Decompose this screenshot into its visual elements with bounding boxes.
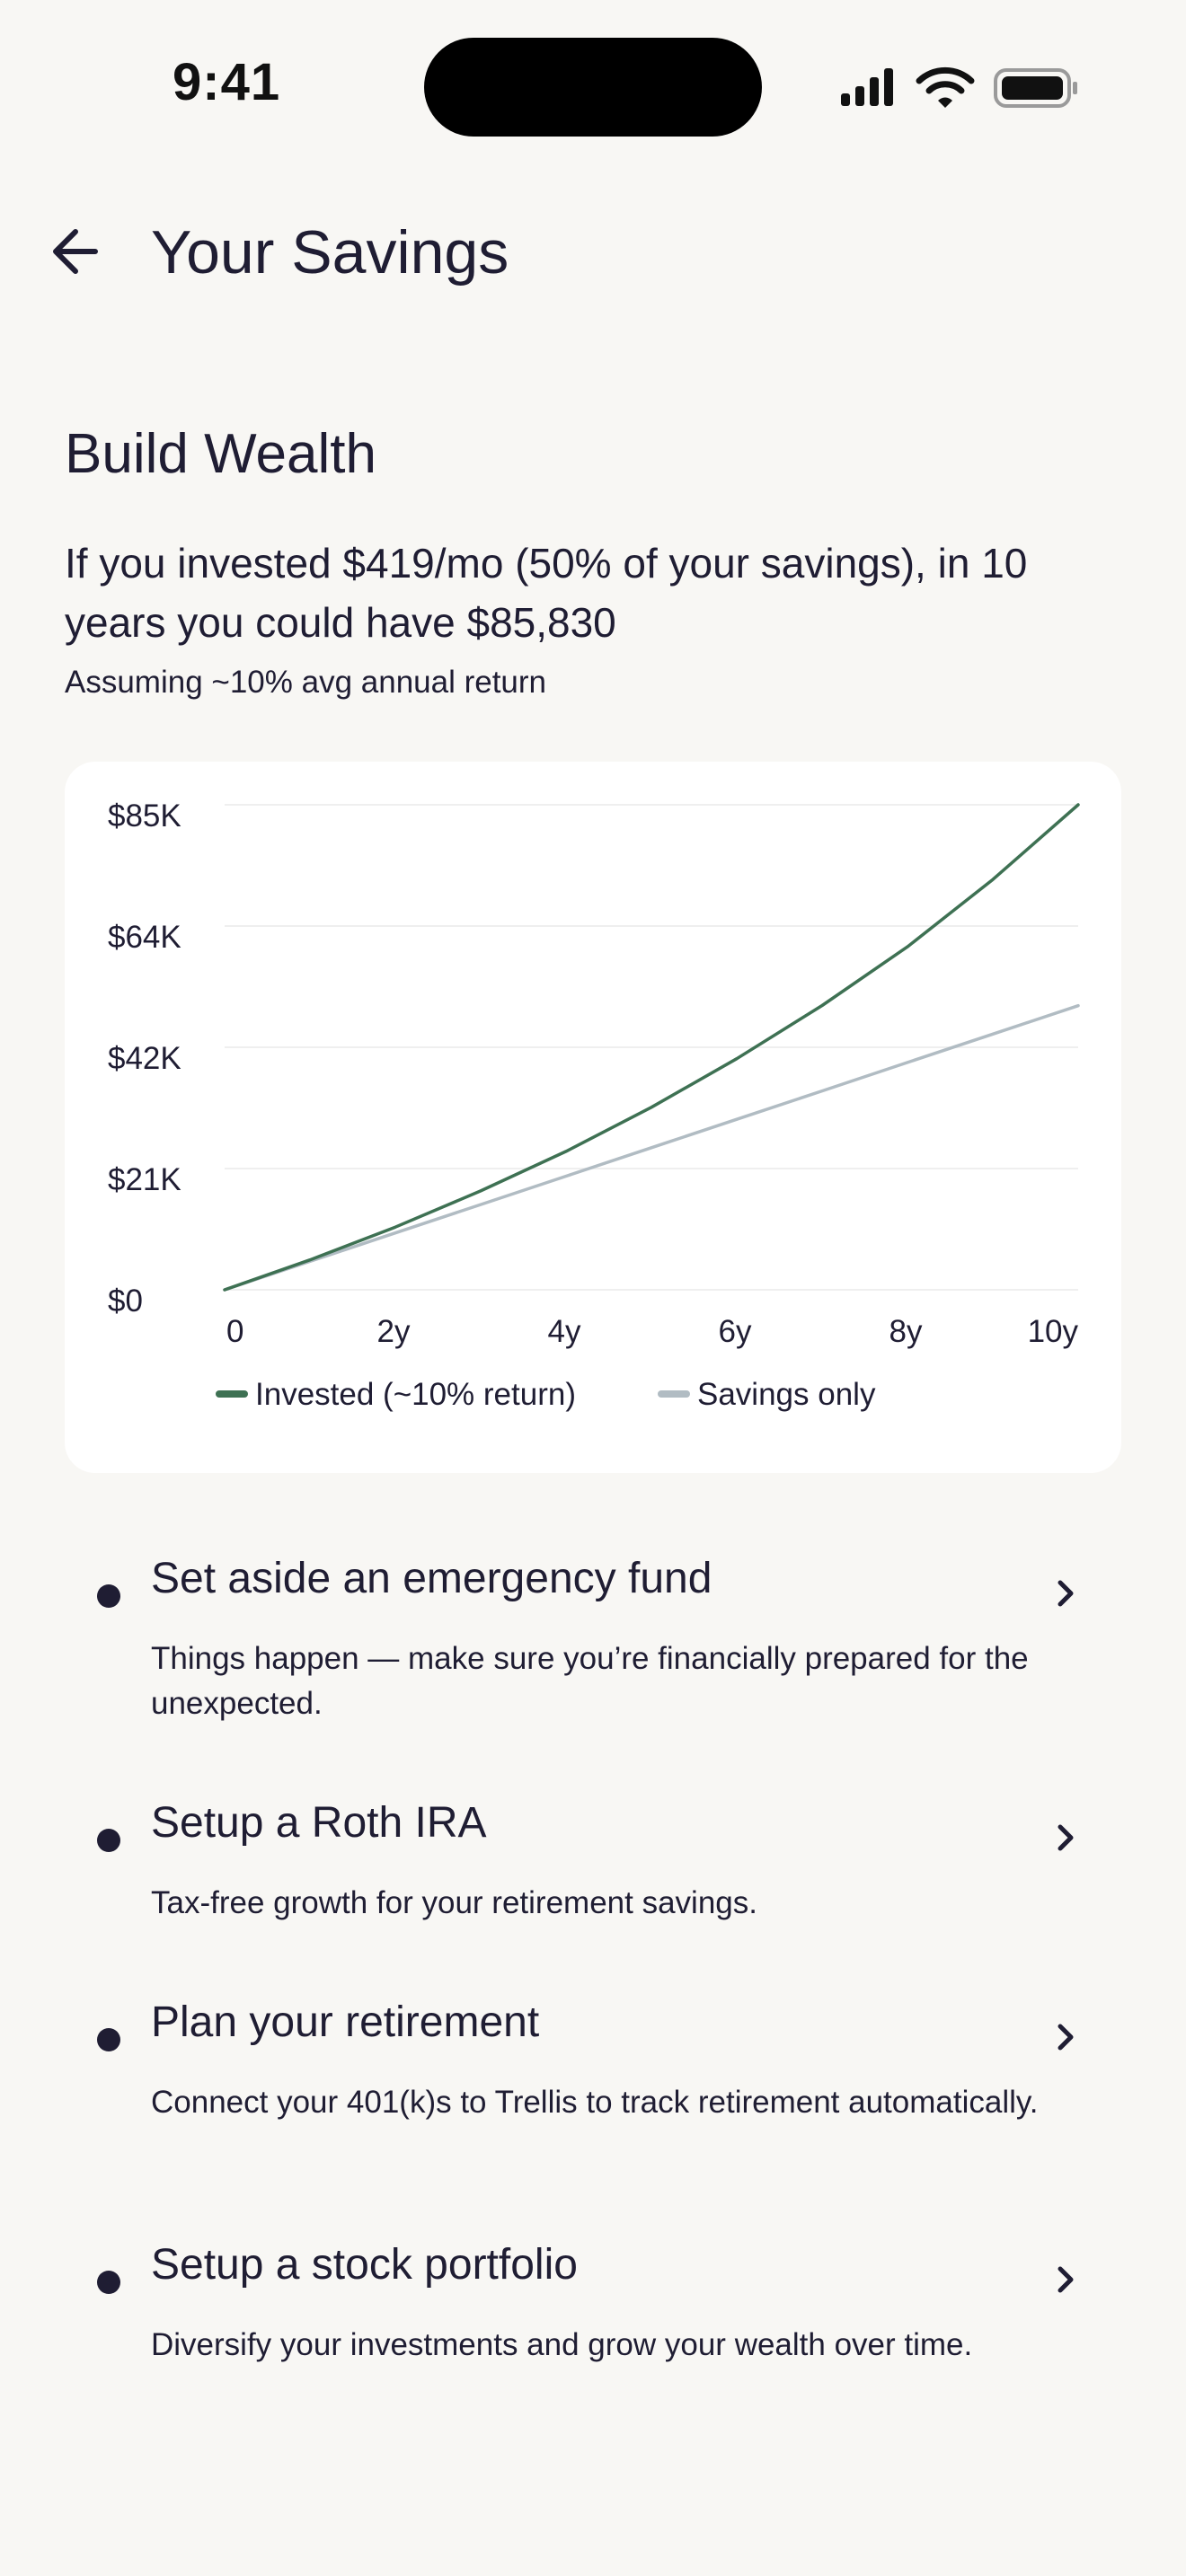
action-title: Set aside an emergency fund	[151, 1555, 712, 1602]
wealth-chart-card: $0 $21K $42K $64K $85K 0 2y 4y 6y 8y 10y Invested (…	[65, 762, 1121, 1473]
bullet-dot	[97, 1584, 120, 1608]
status-icons	[841, 66, 1077, 108]
bullet-dot	[97, 1829, 120, 1852]
y-tick-label: $64K	[108, 920, 181, 955]
y-tick-label: $85K	[108, 798, 181, 834]
status-time: 9:41	[173, 53, 281, 111]
action-title: Setup a Roth IRA	[151, 1799, 487, 1847]
chevron-right-icon[interactable]	[1044, 1816, 1087, 1859]
return-assumption-note: Assuming ~10% avg annual return	[65, 665, 547, 700]
legend-label: Invested (~10% return)	[255, 1377, 576, 1412]
section-heading: Build Wealth	[65, 423, 376, 485]
series-line	[223, 803, 1080, 1292]
bullet-dot	[97, 2028, 120, 2051]
action-description: Connect your 401(k)s to Trellis to track…	[151, 2085, 1039, 2120]
signal-icon	[841, 68, 893, 106]
x-tick-label: 2y	[377, 1314, 411, 1349]
legend-label: Savings only	[697, 1377, 876, 1412]
chevron-right-icon[interactable]	[1044, 2016, 1087, 2059]
action-description: Things happen — make sure you’re financi…	[151, 1641, 1029, 1721]
action-description: Diversify your investments and grow your…	[151, 2327, 973, 2362]
action-title: Plan your retirement	[151, 1998, 540, 2046]
x-tick-label: 8y	[890, 1314, 923, 1349]
x-tick-label: 0	[226, 1314, 243, 1349]
y-tick-label: $21K	[108, 1162, 181, 1197]
wifi-icon	[916, 66, 975, 108]
series-line	[223, 1003, 1080, 1292]
y-tick-label: $0	[108, 1284, 143, 1319]
header: Your Savings	[0, 207, 1186, 296]
status-bar: 9:41	[0, 0, 1186, 171]
page-title: Your Savings	[151, 218, 509, 287]
dynamic-island	[424, 38, 762, 137]
arrow-left-icon[interactable]	[45, 219, 110, 284]
action-description: Tax-free growth for your retirement savi…	[151, 1885, 757, 1920]
x-tick-label: 6y	[719, 1314, 752, 1349]
wealth-projection-text: If you invested $419/mo (50% of your sav…	[65, 540, 1028, 646]
battery-icon	[994, 68, 1077, 108]
y-tick-label: $42K	[108, 1041, 181, 1076]
x-tick-label: 4y	[548, 1314, 581, 1349]
action-title: Setup a stock portfolio	[151, 2241, 578, 2289]
legend-swatch	[658, 1390, 690, 1398]
legend-swatch	[216, 1390, 248, 1398]
chevron-right-icon[interactable]	[1044, 1572, 1087, 1615]
x-tick-label: 10y	[1028, 1314, 1079, 1349]
bullet-dot	[97, 2271, 120, 2294]
chevron-right-icon[interactable]	[1044, 2258, 1087, 2301]
wealth-chart: $0 $21K $42K $64K $85K 0 2y 4y 6y 8y 10y Invested (…	[108, 798, 1080, 1412]
